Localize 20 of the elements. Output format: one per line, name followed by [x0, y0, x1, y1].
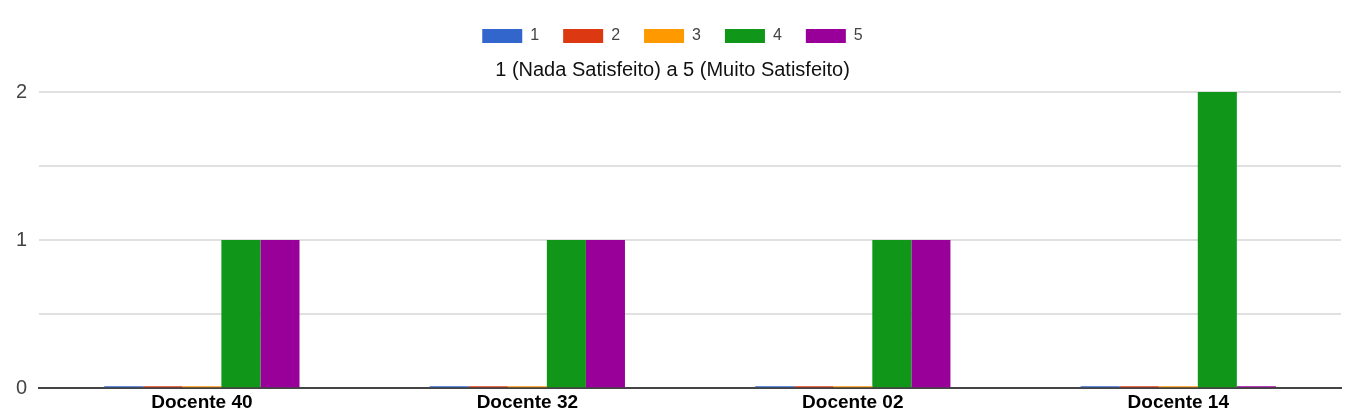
bar — [872, 240, 912, 388]
x-tick-label: Docente 14 — [1127, 390, 1230, 412]
x-tick-label: Docente 02 — [802, 390, 904, 412]
legend-label: 5 — [853, 26, 863, 44]
bar — [1197, 92, 1237, 388]
bar — [546, 240, 586, 388]
y-tick-label: 2 — [16, 79, 28, 102]
bar — [260, 240, 300, 388]
legend-label: 2 — [611, 26, 621, 44]
y-tick-label: 1 — [16, 227, 28, 250]
x-tick-label: Docente 40 — [151, 390, 253, 412]
y-tick-label: 0 — [16, 375, 28, 398]
legend-label: 1 — [530, 26, 540, 44]
bar — [585, 240, 625, 388]
legend-label: 4 — [772, 26, 782, 44]
bar — [911, 240, 951, 388]
bar — [221, 240, 261, 388]
x-tick-label: Docente 32 — [476, 390, 579, 412]
chart-title: 1 (Nada Satisfeito) a 5 (Muito Satisfeito) — [495, 57, 850, 80]
legend-label: 3 — [692, 26, 702, 44]
